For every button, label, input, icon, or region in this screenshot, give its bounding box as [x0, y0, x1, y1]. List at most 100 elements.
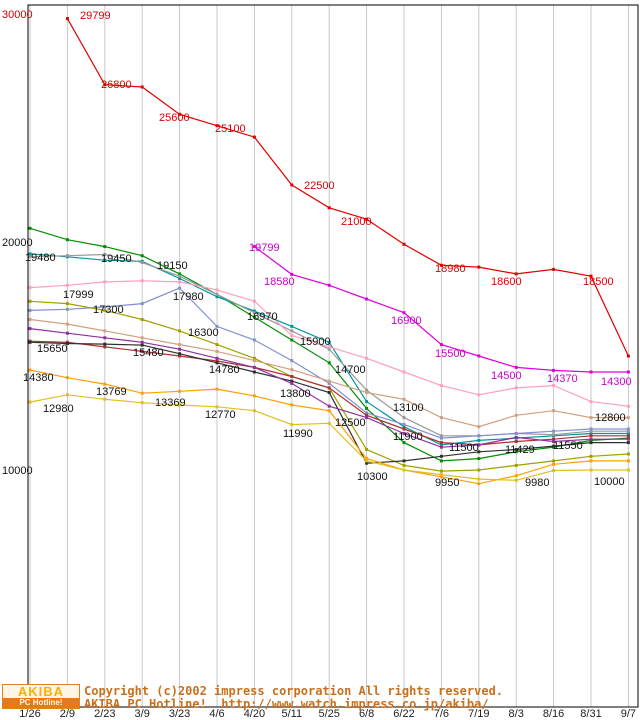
- y-axis-label: 10000: [2, 465, 33, 477]
- data-point-marker: [552, 267, 556, 271]
- data-point-marker: [514, 386, 518, 390]
- point-label: 18980: [435, 263, 466, 275]
- data-point-marker: [365, 406, 369, 410]
- data-point-marker: [514, 463, 518, 467]
- data-point-marker: [626, 370, 630, 374]
- data-point-marker: [215, 387, 219, 391]
- data-point-marker: [252, 135, 256, 139]
- data-point-marker: [103, 83, 107, 87]
- point-label: 17980: [173, 291, 204, 303]
- point-label: 14780: [209, 364, 240, 376]
- data-point-marker: [252, 309, 256, 313]
- data-point-marker: [65, 393, 69, 397]
- data-point-marker: [365, 388, 369, 392]
- data-point-marker: [140, 279, 144, 283]
- data-point-marker: [290, 329, 294, 333]
- data-point-marker: [402, 422, 406, 426]
- data-point-marker: [103, 345, 107, 349]
- data-point-marker: [477, 468, 481, 472]
- data-point-marker: [252, 359, 256, 363]
- data-point-marker: [402, 370, 406, 374]
- data-point-marker: [215, 361, 219, 365]
- akiba-logo: AKIBA PC Hotline!: [2, 684, 80, 709]
- data-point-marker: [589, 432, 593, 435]
- plot-border: [27, 4, 639, 708]
- data-point-marker: [365, 448, 369, 451]
- data-point-marker: [178, 274, 182, 278]
- data-point-marker: [439, 454, 443, 458]
- data-point-marker: [626, 354, 630, 358]
- data-point-marker: [626, 441, 630, 445]
- data-point-marker: [28, 226, 32, 230]
- data-point-marker: [178, 352, 182, 356]
- data-point-marker: [589, 400, 593, 404]
- data-point-marker: [178, 354, 182, 358]
- point-label: 19799: [249, 242, 280, 254]
- x-axis-label: 3/23: [169, 708, 190, 720]
- x-axis-label: 2/23: [94, 708, 115, 720]
- x-axis-label: 1/26: [19, 708, 40, 720]
- x-axis-label: 7/19: [468, 708, 489, 720]
- data-point-marker: [552, 437, 556, 441]
- data-point-marker: [290, 403, 294, 407]
- data-point-marker: [252, 370, 256, 374]
- point-label: 25600: [159, 112, 190, 124]
- data-point-marker: [178, 277, 182, 280]
- copyright-line2: AKIBA PC Hotline! http://www.watch.impre…: [84, 697, 489, 711]
- data-point-marker: [178, 343, 182, 347]
- data-point-marker: [140, 340, 144, 344]
- x-axis-label: 8/3: [509, 708, 524, 720]
- data-point-marker: [28, 340, 32, 344]
- point-label: 18500: [583, 276, 614, 288]
- data-point-marker: [290, 368, 294, 372]
- data-point-marker: [28, 368, 32, 372]
- data-point-marker: [178, 280, 182, 284]
- point-label: 10000: [594, 476, 625, 488]
- point-label: 17300: [93, 304, 124, 316]
- point-label: 14700: [335, 364, 366, 376]
- point-label: 18600: [491, 276, 522, 288]
- x-axis-label: 6/22: [393, 708, 414, 720]
- data-point-marker: [402, 468, 406, 472]
- x-axis-label: 8/16: [543, 708, 564, 720]
- data-point-marker: [103, 280, 107, 284]
- point-label: 13800: [280, 388, 311, 400]
- data-point-marker: [103, 253, 107, 256]
- data-point-marker: [327, 206, 331, 210]
- data-point-marker: [552, 444, 556, 448]
- data-point-marker: [477, 265, 481, 269]
- data-point-marker: [402, 463, 406, 467]
- point-label: 12980: [43, 403, 74, 415]
- data-point-marker: [103, 305, 107, 309]
- data-point-marker: [589, 370, 593, 374]
- data-point-marker: [477, 450, 481, 454]
- akiba-logo-subtitle: PC Hotline!: [3, 698, 79, 708]
- data-point-marker: [252, 338, 256, 342]
- data-point-marker: [477, 443, 481, 447]
- data-point-marker: [65, 238, 69, 242]
- data-point-marker: [28, 252, 32, 256]
- data-point-marker: [589, 434, 593, 438]
- point-label: 19480: [25, 252, 56, 264]
- point-label: 16900: [391, 315, 422, 327]
- data-point-marker: [178, 347, 182, 351]
- data-point-marker: [215, 295, 219, 299]
- point-label: 15650: [37, 343, 68, 355]
- data-point-marker: [514, 413, 518, 417]
- data-point-marker: [327, 386, 331, 390]
- data-point-marker: [252, 245, 256, 249]
- data-point-marker: [215, 292, 219, 296]
- x-axis-label: 7/6: [434, 708, 449, 720]
- data-point-marker: [626, 404, 630, 408]
- point-label: 13369: [155, 397, 186, 409]
- data-point-marker: [552, 469, 556, 472]
- x-axis-label: 6/8: [359, 708, 374, 720]
- data-point-marker: [439, 416, 443, 420]
- data-point-marker: [552, 368, 556, 372]
- data-point-marker: [140, 343, 144, 347]
- data-point-marker: [215, 124, 219, 128]
- data-point-marker: [290, 379, 294, 383]
- data-point-marker: [365, 416, 369, 420]
- data-point-marker: [252, 356, 256, 360]
